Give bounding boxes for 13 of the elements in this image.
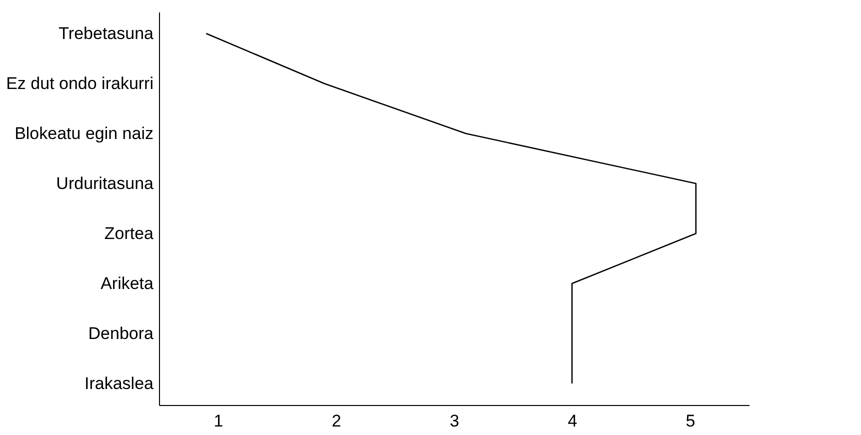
y-tick-label: Urduritasuna: [56, 174, 154, 193]
y-tick-label: Irakaslea: [84, 374, 154, 393]
y-tick-label: Ariketa: [100, 274, 154, 293]
x-tick-label: 1: [214, 412, 224, 430]
y-tick-label: Blokeatu egin naiz: [14, 124, 154, 143]
x-tick-label: 3: [450, 412, 460, 430]
y-tick-label: Trebetasuna: [58, 24, 154, 43]
y-tick-label: Zortea: [104, 224, 154, 243]
x-tick-label: 2: [332, 412, 342, 430]
y-tick-label: Denbora: [88, 324, 154, 343]
x-tick-label: 5: [686, 412, 696, 430]
y-tick-label: Ez dut ondo irakurri: [6, 74, 154, 93]
x-tick-label: 4: [568, 412, 578, 430]
